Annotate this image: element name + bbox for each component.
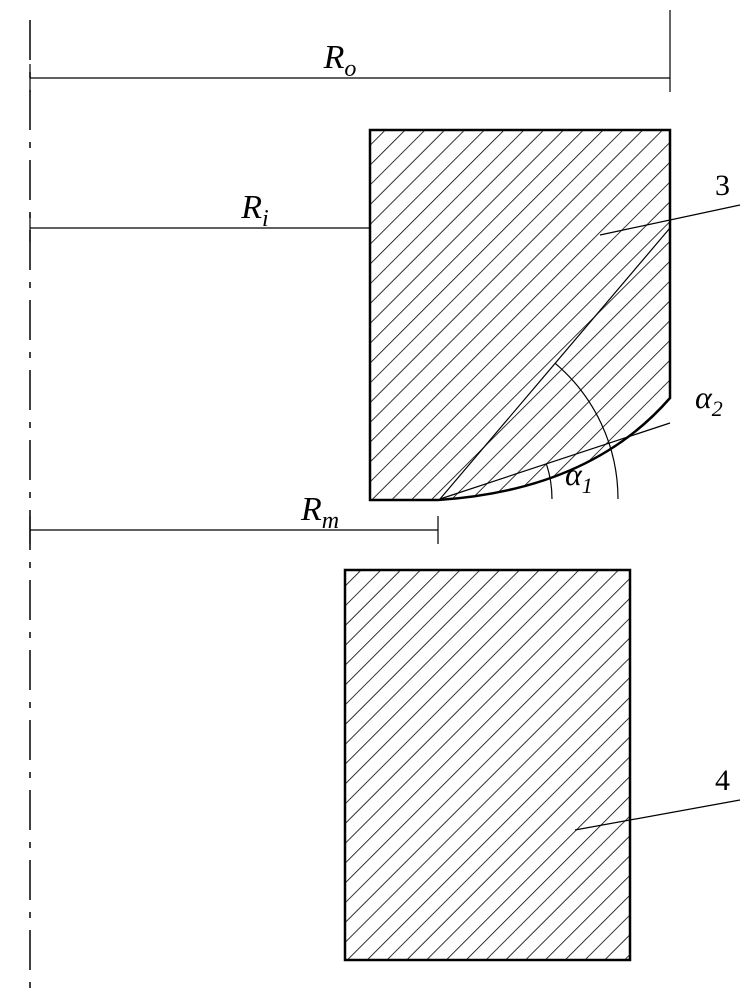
alpha2-label: α2: [695, 379, 723, 421]
dimensions.Rm-label: Rm: [300, 491, 339, 534]
dimensions.Ro-label: Ro: [323, 39, 357, 82]
ref3-text: 3: [715, 169, 730, 202]
upper-hatched-block: [370, 130, 670, 500]
dimensions.Ri-label: Ri: [240, 189, 268, 232]
dimensions.Ri: Ri: [30, 189, 370, 242]
lower-hatched-block: [345, 570, 630, 960]
dimensions.Ro: Ro: [30, 10, 670, 92]
ref4-text: 4: [715, 764, 730, 797]
